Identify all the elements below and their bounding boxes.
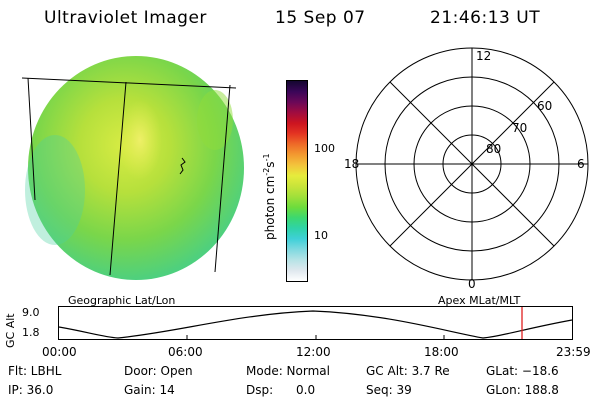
lat-label-60: 60 bbox=[537, 99, 552, 113]
timeline-ylabel: GC Alt bbox=[4, 313, 17, 348]
colorbar bbox=[286, 80, 308, 282]
timeline-ytick-9: 9.0 bbox=[22, 306, 40, 319]
mlt-label-12: 12 bbox=[476, 49, 491, 63]
glat-value: GLat: −18.6 bbox=[486, 364, 559, 378]
apex-label: Apex MLat/MLT bbox=[438, 294, 521, 307]
lat-label-70: 70 bbox=[512, 121, 527, 135]
altitude-curve bbox=[58, 310, 573, 339]
bright-region bbox=[118, 100, 162, 180]
timeline-xtick-0000: 00:00 bbox=[42, 345, 77, 359]
mlt-label-18: 18 bbox=[344, 157, 359, 171]
geographic-grid bbox=[21, 77, 237, 276]
ip-value: IP: 36.0 bbox=[8, 383, 54, 397]
timeline-xtick-0600: 06:00 bbox=[168, 345, 203, 359]
timeline-ytick-1.8: 1.8 bbox=[22, 326, 40, 339]
date-label: 15 Sep 07 bbox=[275, 8, 366, 28]
gain-value: Gain: 14 bbox=[124, 383, 175, 397]
timeline-xtick-2359: 23:59 bbox=[556, 345, 591, 359]
mlt-label-0: 0 bbox=[468, 277, 476, 288]
gc-alt-value: GC Alt: 3.7 Re bbox=[366, 364, 450, 378]
colorbar-tick-10: 10 bbox=[314, 229, 328, 242]
lat-label-80: 80 bbox=[486, 142, 501, 156]
polar-mlt-plot: 12 18 6 0 80 70 60 bbox=[344, 47, 589, 288]
timeline-xtick-1800: 18:00 bbox=[424, 345, 459, 359]
colorbar-tick-100: 100 bbox=[314, 142, 335, 155]
colorbar-unit-label: photon cm-2s-1 bbox=[262, 153, 277, 240]
mlt-label-6: 6 bbox=[577, 157, 585, 171]
glon-value: GLon: 188.8 bbox=[486, 383, 559, 397]
geographic-label: Geographic Lat/Lon bbox=[68, 294, 176, 307]
time-label: 21:46:13 UT bbox=[430, 8, 541, 28]
filter-value: Flt: LBHL bbox=[8, 364, 62, 378]
instrument-title: Ultraviolet Imager bbox=[44, 8, 207, 28]
timeline-xtick-1200: 12:00 bbox=[296, 345, 331, 359]
mode-value: Mode: Normal bbox=[246, 364, 330, 378]
altitude-timeline bbox=[58, 306, 573, 340]
uv-earth-image bbox=[21, 56, 244, 280]
seq-value: Seq: 39 bbox=[366, 383, 412, 397]
dsp-label: Dsp: bbox=[246, 383, 274, 397]
door-value: Door: Open bbox=[124, 364, 193, 378]
dsp-value: 0.0 bbox=[296, 383, 316, 397]
